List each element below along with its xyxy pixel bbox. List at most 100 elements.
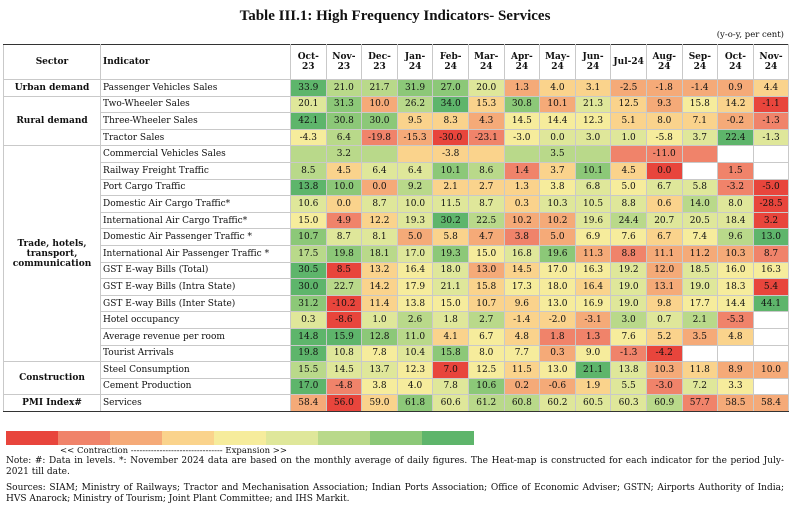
value-cell: 8.8 (610, 244, 647, 263)
value-cell: -19.8 (361, 128, 398, 147)
value-cell: 1.3 (503, 178, 541, 197)
value-cell: 30.8 (503, 95, 541, 114)
value-cell: 3.7 (539, 161, 576, 180)
value-cell: 8.6 (467, 161, 505, 180)
value-cell: 17.0 (290, 377, 327, 396)
value-cell: 5.0 (396, 228, 434, 246)
indicator-cell: Average revenue per room (100, 327, 291, 346)
value-cell: 10.1 (432, 161, 469, 180)
value-cell: 57.7 (681, 394, 719, 412)
value-cell: -4.2 (645, 344, 683, 363)
value-cell: 3.3 (717, 377, 754, 396)
indicator-cell: GST E-way Bills (Total) (100, 261, 291, 280)
value-cell: 18.4 (717, 211, 754, 230)
column-header: Nov-24 (752, 44, 790, 80)
value-cell: -10.2 (325, 294, 363, 313)
value-cell: 14.2 (361, 278, 398, 296)
unit: (y-o-y, per cent) (716, 30, 784, 40)
value-cell: 15.8 (432, 344, 469, 363)
value-cell: 12.3 (574, 112, 612, 130)
value-cell: 30.8 (325, 112, 363, 130)
value-cell: -1.4 (503, 311, 541, 329)
value-cell (752, 161, 790, 180)
value-cell: 7.8 (361, 344, 398, 363)
value-cell: 7.4 (681, 228, 719, 246)
value-cell: 0.9 (717, 79, 754, 97)
value-cell: 20.1 (290, 95, 327, 114)
value-cell: 9.0 (574, 344, 612, 363)
value-cell: 7.6 (610, 228, 647, 246)
value-cell (752, 344, 790, 363)
value-cell: 17.0 (539, 261, 576, 280)
value-cell: 14.5 (503, 261, 541, 280)
value-cell: 8.3 (432, 112, 469, 130)
sector-cell: Construction (3, 361, 101, 396)
value-cell: 10.3 (717, 244, 754, 263)
value-cell: 19.0 (681, 278, 719, 296)
value-cell: 0.6 (645, 195, 683, 213)
value-cell: 8.0 (717, 195, 754, 213)
value-cell: 8.7 (325, 228, 363, 246)
value-cell: 17.3 (503, 278, 541, 296)
value-cell: 8.9 (717, 361, 754, 379)
value-cell: 12.2 (361, 211, 398, 230)
value-cell: 31.9 (396, 79, 434, 97)
value-cell: 18.0 (432, 261, 469, 280)
value-cell: 13.0 (539, 294, 576, 313)
value-cell: 7.0 (432, 361, 469, 379)
value-cell: 0.0 (539, 128, 576, 147)
value-cell: 14.8 (290, 327, 327, 346)
value-cell: 17.9 (396, 278, 434, 296)
value-cell: 1.9 (574, 377, 612, 396)
value-cell: 1.8 (432, 311, 469, 329)
value-cell: -1.3 (752, 112, 790, 130)
legend-swatch (370, 431, 422, 445)
value-cell: 2.7 (467, 311, 505, 329)
heatmap-table: Sector Indicator Oct-23 Nov-23 Dec-23 Jan-24 F… (3, 44, 790, 412)
value-cell: 20.7 (645, 211, 683, 230)
value-cell: -4.8 (325, 377, 363, 396)
value-cell: 11.8 (681, 361, 719, 379)
value-cell: 0.2 (503, 377, 541, 396)
legend-swatch (6, 431, 58, 445)
value-cell: 18.3 (717, 278, 754, 296)
value-cell: 4.5 (610, 161, 647, 180)
value-cell: 3.8 (361, 377, 398, 396)
value-cell: 3.1 (574, 79, 612, 97)
value-cell: 4.5 (325, 161, 363, 180)
value-cell: 8.7 (467, 195, 505, 213)
value-cell: 14.4 (539, 112, 576, 130)
value-cell: 6.7 (645, 228, 683, 246)
column-header: Feb-24 (432, 44, 469, 80)
indicator-cell: Two-Wheeler Sales (100, 95, 291, 114)
value-cell: -5.3 (717, 311, 754, 329)
value-cell: 15.0 (290, 211, 327, 230)
value-cell (681, 161, 719, 180)
value-cell: 7.1 (681, 112, 719, 130)
value-cell: 12.5 (610, 95, 647, 114)
value-cell: 21.1 (432, 278, 469, 296)
value-cell (574, 145, 612, 163)
indicator-cell: GST E-way Bills (Intra State) (100, 278, 291, 296)
value-cell: 10.6 (290, 195, 327, 213)
value-cell: 17.5 (290, 244, 327, 263)
value-cell: 10.8 (325, 344, 363, 363)
value-cell: 1.8 (539, 327, 576, 346)
value-cell: 10.0 (396, 195, 434, 213)
value-cell: 10.7 (290, 228, 327, 246)
legend-swatch (214, 431, 266, 445)
value-cell: -1.1 (752, 95, 790, 114)
value-cell: 10.6 (467, 377, 505, 396)
value-cell: -1.8 (645, 79, 683, 97)
column-header: Sep-24 (681, 44, 719, 80)
column-header: Apr-24 (503, 44, 541, 80)
value-cell: 22.5 (467, 211, 505, 230)
value-cell: 3.8 (539, 178, 576, 197)
value-cell: -3.0 (503, 128, 541, 147)
value-cell: 14.0 (681, 195, 719, 213)
value-cell: 8.0 (467, 344, 505, 363)
indicator-cell: Steel Consumption (100, 361, 291, 379)
value-cell: 8.8 (610, 195, 647, 213)
value-cell: 3.0 (610, 311, 647, 329)
legend-swatch (162, 431, 214, 445)
